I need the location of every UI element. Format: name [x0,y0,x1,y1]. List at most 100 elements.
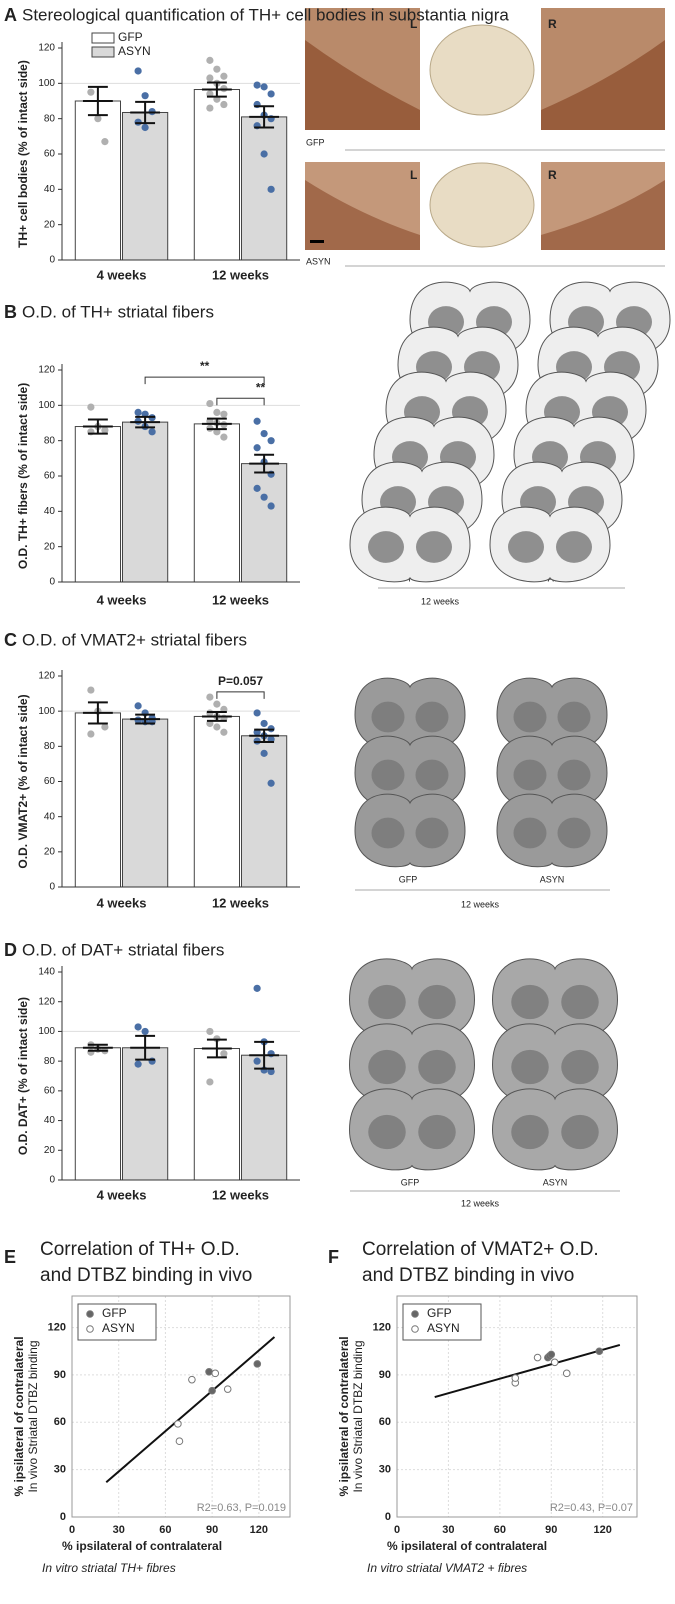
striatum [511,1114,549,1150]
x-axis-label: In vitro striatal VMAT2 + fibres [367,1561,527,1575]
panel-letter: B [4,302,17,322]
error-bar [249,728,280,743]
striatum [371,701,405,733]
data-point [220,100,228,109]
y-tick-label: 80 [44,1056,56,1067]
brain-section [349,506,471,583]
x-tick-label: 60 [159,1524,171,1536]
data-point [220,1050,228,1058]
y-axis-label: In vivo Striatal DTBZ binding [26,1340,40,1492]
image-label: GFP [306,137,325,147]
bar [241,116,288,261]
data-point [101,138,109,146]
legend-box [402,1303,482,1341]
striatum [418,1114,456,1150]
data-point [260,719,268,728]
chart-title: O.D. of TH+ striatal fibers [22,302,214,321]
y-tick-label: 140 [38,967,55,978]
data-point [253,1057,261,1065]
data-point [94,115,102,123]
x-tick-label: 12 weeks [212,267,269,282]
x-tick-label: 12 weeks [212,895,269,910]
data-point [595,1347,604,1356]
data-point [101,426,109,434]
y-tick-label: 20 [44,541,56,552]
y-tick-label: 0 [49,1175,55,1186]
axes [61,966,300,1181]
data-point [260,150,268,158]
y-axis-label: O.D. DAT+ (% of intact side) [16,997,30,1155]
striatum [561,1049,599,1085]
panel-letter: A [4,5,17,25]
striatum [513,759,547,791]
y-tick-label: 120 [38,671,55,682]
x-tick-label: 12 weeks [212,592,269,607]
striatum [557,701,591,733]
data-point [134,408,142,416]
annotation: ** [200,359,210,373]
data-point [87,88,95,96]
image-label: ASYN [540,874,565,884]
chart-title: O.D. of DAT+ striatal fibers [22,940,224,959]
x-tick-label: 60 [494,1524,506,1536]
brain-section [496,793,608,868]
y-tick-label: 40 [44,506,56,517]
image-label: L [410,17,417,31]
x-tick-label: 4 weeks [97,267,147,282]
bar [74,712,121,888]
y-tick-label: 60 [44,1085,56,1096]
error-bar [201,711,232,722]
striatum [415,759,449,791]
data-point [141,1027,149,1036]
x-tick-label: 4 weeks [97,592,147,607]
y-tick-label: 20 [44,219,56,230]
error-bar [130,100,161,125]
legend-swatch [86,1310,94,1318]
image-label: ASYN [543,1177,568,1187]
striatum [556,531,592,563]
y-tick-label: 0 [49,882,55,893]
data-point [213,700,221,708]
plot-frame [396,1295,638,1518]
data-point [148,1057,156,1065]
bar [241,463,288,583]
data-point [253,709,261,717]
image-label: 12 weeks [421,596,460,606]
bar [193,423,240,583]
plot-frame [71,1295,291,1518]
chart-title: Correlation of TH+ O.D. [40,1239,240,1260]
x-tick-label: 90 [545,1524,557,1536]
bar [122,421,169,583]
data-point [206,56,214,64]
x-tick-label: 4 weeks [97,895,147,910]
axes [61,42,300,261]
significance-bracket [144,376,265,385]
striatum [513,817,547,849]
data-point [260,83,268,91]
striatum [371,759,405,791]
x-axis-label: In vitro striatal TH+ fibres [42,1561,176,1575]
striatum [508,531,544,563]
y-tick-label: 40 [44,1115,56,1126]
striatum [368,531,404,563]
data-point [267,437,275,445]
y-tick-label: 100 [38,1026,55,1037]
data-point [211,1369,220,1378]
y-tick-label: 90 [54,1369,66,1381]
striatum [368,984,406,1020]
data-point [562,1369,571,1378]
striatum [415,817,449,849]
x-tick-label: 0 [69,1524,75,1536]
x-tick-label: 120 [250,1524,268,1536]
data-point [511,1374,520,1382]
x-tick-label: 30 [442,1524,454,1536]
y-axis-label: % ipsilateral of contralateral [337,1336,351,1496]
error-bar [249,1040,280,1070]
bar [122,111,169,261]
legend-swatch [411,1310,419,1318]
data-point [148,428,156,436]
y-tick-label: 120 [38,365,55,376]
striatum [418,984,456,1020]
image-label: 12 weeks [461,1198,500,1208]
y-tick-label: 120 [38,996,55,1007]
